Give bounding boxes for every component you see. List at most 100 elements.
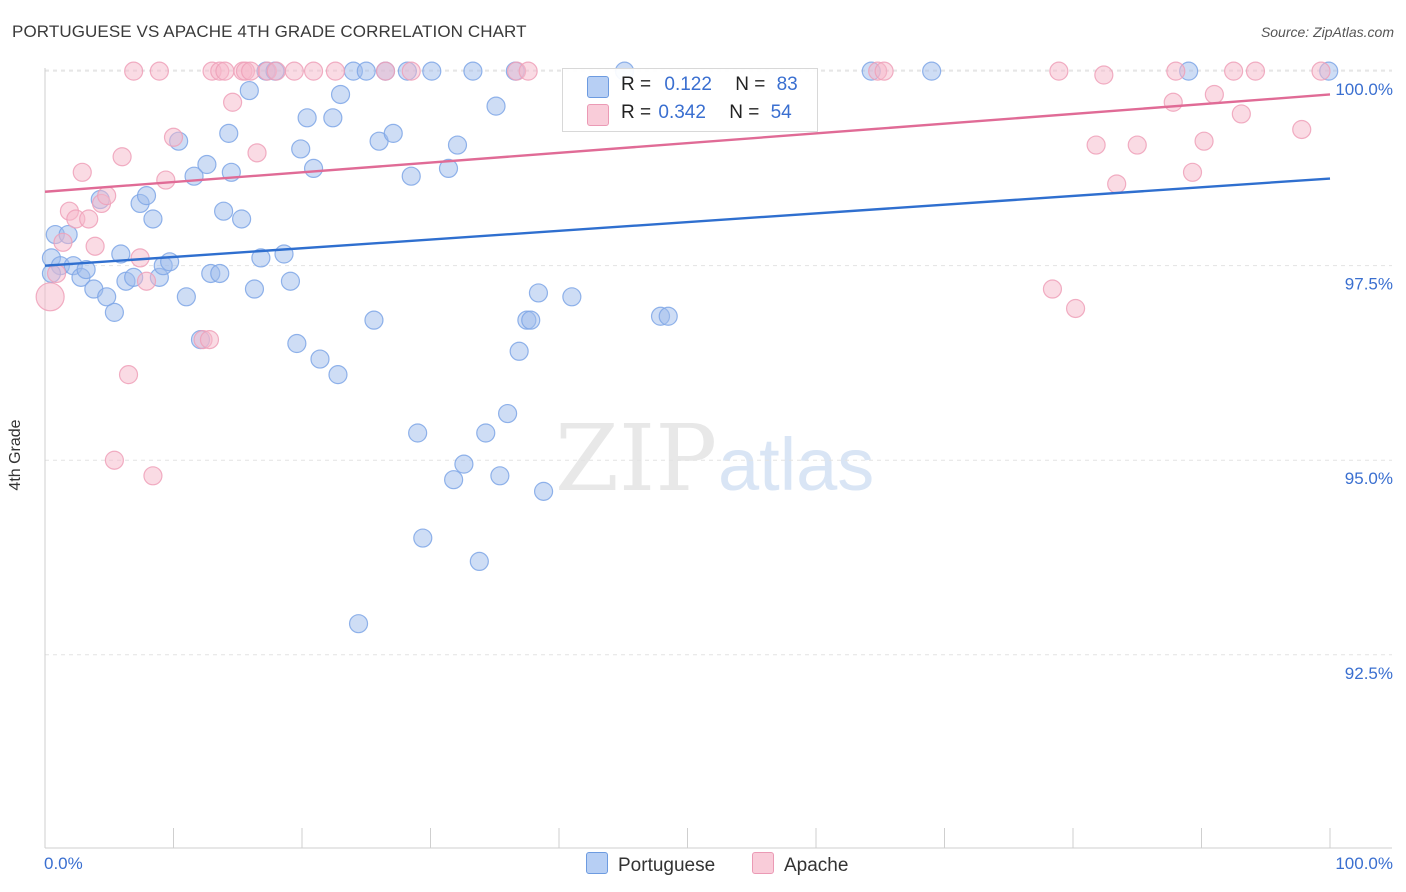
y-tick-label: 97.5% [1345, 275, 1393, 294]
data-point [160, 252, 180, 272]
portuguese-legend-label: Portuguese [618, 855, 716, 876]
data-point [401, 166, 421, 186]
data-point [251, 248, 271, 268]
apache-r-value: 0.342 [658, 102, 706, 123]
data-point [214, 201, 234, 221]
data-point [274, 244, 294, 264]
x-tick-label: 0.0% [44, 854, 83, 873]
data-point [1094, 65, 1114, 85]
data-point [328, 365, 348, 385]
data-point [469, 551, 489, 572]
apache-n-label: N = [729, 102, 760, 123]
data-point [247, 143, 267, 163]
data-point [303, 61, 324, 81]
data-point [1086, 135, 1106, 155]
data-point [533, 481, 554, 501]
data-points [35, 61, 1339, 634]
data-point [118, 365, 139, 385]
data-point [330, 84, 351, 105]
data-point [1245, 61, 1266, 81]
data-point [518, 61, 538, 81]
chart-source: Source: ZipAtlas.com [1260, 24, 1394, 40]
data-point [76, 259, 96, 280]
data-point [1311, 61, 1331, 81]
data-point [156, 170, 176, 190]
data-point [291, 139, 311, 159]
data-point [219, 123, 239, 143]
data-point [323, 108, 343, 128]
data-point [1194, 131, 1214, 151]
data-point [149, 61, 169, 81]
data-point [176, 287, 196, 307]
data-point [658, 306, 678, 326]
data-point [215, 61, 235, 81]
data-point [85, 236, 105, 256]
data-point [413, 528, 433, 548]
data-point [325, 61, 346, 81]
data-point [422, 61, 442, 81]
data-point [223, 92, 243, 112]
data-point [498, 403, 518, 424]
data-point [241, 61, 261, 81]
data-point [562, 287, 582, 307]
gridlines [45, 69, 1392, 656]
data-point [1166, 61, 1186, 81]
data-point [1182, 162, 1203, 182]
data-point [401, 61, 421, 81]
data-point [136, 271, 157, 291]
data-point [1127, 135, 1147, 155]
portuguese-n-label: N = [735, 74, 766, 95]
data-point [383, 123, 403, 143]
portuguese-r-value: 0.122 [664, 74, 712, 95]
data-point [97, 186, 117, 206]
watermark: ZIP atlas [555, 405, 874, 512]
portuguese-legend-swatch [586, 852, 608, 874]
data-point [303, 158, 324, 179]
data-point [297, 108, 317, 128]
y-tick-label: 100.0% [1335, 80, 1393, 99]
data-point [1049, 61, 1069, 81]
data-point [111, 244, 131, 264]
data-point [244, 279, 265, 299]
data-point [922, 61, 942, 81]
data-point [364, 310, 384, 330]
data-point [1163, 92, 1183, 112]
tick-labels: 92.5% 95.0% 97.5% 100.0% 0.0% 100.0% [44, 80, 1393, 873]
y-tick-label: 95.0% [1345, 469, 1393, 488]
data-point [1224, 61, 1244, 81]
watermark-zip: ZIP [555, 405, 717, 512]
data-point [104, 450, 124, 470]
portuguese-n-value: 83 [776, 74, 798, 95]
apache-r-label: R = [621, 102, 652, 123]
y-tick-label: 92.5% [1345, 664, 1393, 683]
data-point [239, 80, 259, 101]
trend-line-apache [44, 93, 1331, 193]
data-point [476, 423, 496, 443]
data-point [46, 263, 67, 284]
chart-title: PORTUGUESE VS APACHE 4TH GRADE CORRELATI… [12, 22, 527, 41]
data-point [284, 61, 304, 81]
trend-lines [44, 93, 1331, 267]
watermark-atlas: atlas [718, 423, 874, 506]
data-point [1231, 104, 1251, 124]
data-point [1204, 84, 1224, 105]
axes [44, 68, 1392, 849]
trend-line-portuguese [44, 177, 1331, 267]
portuguese-swatch [587, 76, 609, 98]
portuguese-r-label: R = [621, 74, 652, 95]
data-point [528, 283, 549, 303]
apache-legend-swatch [752, 852, 774, 874]
data-point [280, 271, 301, 291]
data-point [266, 61, 286, 81]
data-point [104, 302, 124, 322]
data-point [438, 158, 459, 179]
data-point [486, 96, 506, 116]
data-point [356, 61, 376, 81]
data-point [444, 470, 464, 490]
data-point [521, 310, 541, 330]
data-point [112, 147, 132, 167]
series-apache [35, 61, 1331, 486]
apache-n-value: 54 [770, 102, 792, 123]
apache-swatch [587, 104, 609, 126]
